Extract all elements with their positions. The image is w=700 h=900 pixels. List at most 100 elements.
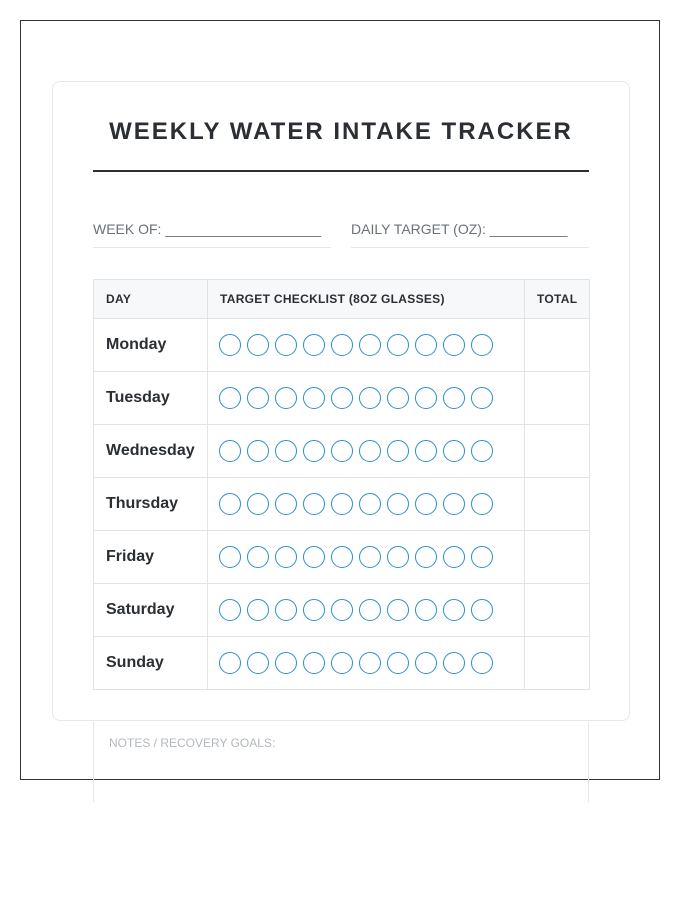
header-day: DAY [93, 279, 208, 319]
glass-checkbox-icon[interactable] [219, 599, 241, 621]
glass-checkbox-icon[interactable] [303, 599, 325, 621]
glass-checkbox-icon[interactable] [387, 652, 409, 674]
total-cell[interactable] [524, 371, 590, 425]
day-label: Monday [93, 318, 208, 372]
glass-checklist [207, 477, 525, 531]
glass-checkbox-icon[interactable] [331, 493, 353, 515]
glass-checkbox-icon[interactable] [219, 440, 241, 462]
week-of-field-rule [93, 247, 331, 248]
glass-checkbox-icon[interactable] [275, 440, 297, 462]
glass-checkbox-icon[interactable] [303, 387, 325, 409]
day-label: Tuesday [93, 371, 208, 425]
glass-checkbox-icon[interactable] [415, 440, 437, 462]
glass-checkbox-icon[interactable] [443, 546, 465, 568]
total-cell[interactable] [524, 318, 590, 372]
glass-checkbox-icon[interactable] [359, 546, 381, 568]
glass-checkbox-icon[interactable] [415, 334, 437, 356]
day-label: Saturday [93, 583, 208, 637]
glass-checkbox-icon[interactable] [219, 493, 241, 515]
glass-checkbox-icon[interactable] [331, 652, 353, 674]
glass-checkbox-icon[interactable] [471, 334, 493, 356]
glass-checkbox-icon[interactable] [471, 387, 493, 409]
notes-left-border [93, 722, 94, 802]
glass-checkbox-icon[interactable] [443, 493, 465, 515]
daily-target-field[interactable]: DAILY TARGET (OZ): __________ [351, 221, 568, 237]
glass-checkbox-icon[interactable] [359, 493, 381, 515]
glass-checkbox-icon[interactable] [275, 599, 297, 621]
table-row: Monday [93, 318, 590, 372]
glass-checklist [207, 424, 525, 478]
glass-checkbox-icon[interactable] [331, 546, 353, 568]
glass-checkbox-icon[interactable] [415, 493, 437, 515]
glass-checkbox-icon[interactable] [387, 334, 409, 356]
glass-checkbox-icon[interactable] [443, 440, 465, 462]
glass-checklist [207, 371, 525, 425]
glass-checkbox-icon[interactable] [247, 599, 269, 621]
glass-checkbox-icon[interactable] [303, 334, 325, 356]
week-of-field[interactable]: WEEK OF: ____________________ [93, 221, 322, 237]
glass-checkbox-icon[interactable] [387, 493, 409, 515]
day-label: Thursday [93, 477, 208, 531]
glass-checkbox-icon[interactable] [219, 334, 241, 356]
glass-checkbox-icon[interactable] [275, 387, 297, 409]
glass-checkbox-icon[interactable] [415, 599, 437, 621]
table-row: Wednesday [93, 424, 590, 478]
glass-checkbox-icon[interactable] [387, 440, 409, 462]
glass-checkbox-icon[interactable] [247, 546, 269, 568]
glass-checkbox-icon[interactable] [471, 546, 493, 568]
glass-checkbox-icon[interactable] [359, 599, 381, 621]
glass-checkbox-icon[interactable] [247, 493, 269, 515]
glass-checkbox-icon[interactable] [303, 440, 325, 462]
glass-checkbox-icon[interactable] [415, 387, 437, 409]
glass-checkbox-icon[interactable] [303, 652, 325, 674]
notes-right-border [588, 722, 589, 802]
table-row: Sunday [93, 636, 590, 690]
table-row: Saturday [93, 583, 590, 637]
glass-checkbox-icon[interactable] [331, 334, 353, 356]
glass-checkbox-icon[interactable] [443, 387, 465, 409]
glass-checkbox-icon[interactable] [303, 493, 325, 515]
glass-checkbox-icon[interactable] [471, 599, 493, 621]
glass-checkbox-icon[interactable] [443, 599, 465, 621]
glass-checkbox-icon[interactable] [219, 652, 241, 674]
glass-checkbox-icon[interactable] [359, 387, 381, 409]
table-header-row: DAY TARGET CHECKLIST (8OZ GLASSES) TOTAL [93, 279, 590, 319]
glass-checkbox-icon[interactable] [443, 334, 465, 356]
glass-checkbox-icon[interactable] [219, 387, 241, 409]
header-target-checklist: TARGET CHECKLIST (8OZ GLASSES) [207, 279, 525, 319]
glass-checkbox-icon[interactable] [275, 546, 297, 568]
glass-checkbox-icon[interactable] [387, 546, 409, 568]
glass-checkbox-icon[interactable] [415, 546, 437, 568]
glass-checkbox-icon[interactable] [331, 387, 353, 409]
glass-checkbox-icon[interactable] [415, 652, 437, 674]
glass-checkbox-icon[interactable] [471, 440, 493, 462]
glass-checkbox-icon[interactable] [443, 652, 465, 674]
total-cell[interactable] [524, 530, 590, 584]
glass-checkbox-icon[interactable] [247, 652, 269, 674]
glass-checkbox-icon[interactable] [275, 493, 297, 515]
table-row: Thursday [93, 477, 590, 531]
glass-checkbox-icon[interactable] [359, 652, 381, 674]
glass-checkbox-icon[interactable] [359, 440, 381, 462]
glass-checkbox-icon[interactable] [275, 652, 297, 674]
glass-checkbox-icon[interactable] [247, 440, 269, 462]
glass-checklist [207, 583, 525, 637]
glass-checkbox-icon[interactable] [387, 387, 409, 409]
glass-checkbox-icon[interactable] [247, 334, 269, 356]
glass-checkbox-icon[interactable] [247, 387, 269, 409]
glass-checklist [207, 318, 525, 372]
glass-checkbox-icon[interactable] [303, 546, 325, 568]
glass-checkbox-icon[interactable] [219, 546, 241, 568]
glass-checkbox-icon[interactable] [387, 599, 409, 621]
glass-checkbox-icon[interactable] [331, 440, 353, 462]
total-cell[interactable] [524, 636, 590, 690]
page-title: WEEKLY WATER INTAKE TRACKER [109, 118, 573, 145]
total-cell[interactable] [524, 477, 590, 531]
glass-checkbox-icon[interactable] [275, 334, 297, 356]
glass-checkbox-icon[interactable] [331, 599, 353, 621]
glass-checkbox-icon[interactable] [471, 652, 493, 674]
glass-checkbox-icon[interactable] [471, 493, 493, 515]
total-cell[interactable] [524, 583, 590, 637]
total-cell[interactable] [524, 424, 590, 478]
glass-checkbox-icon[interactable] [359, 334, 381, 356]
